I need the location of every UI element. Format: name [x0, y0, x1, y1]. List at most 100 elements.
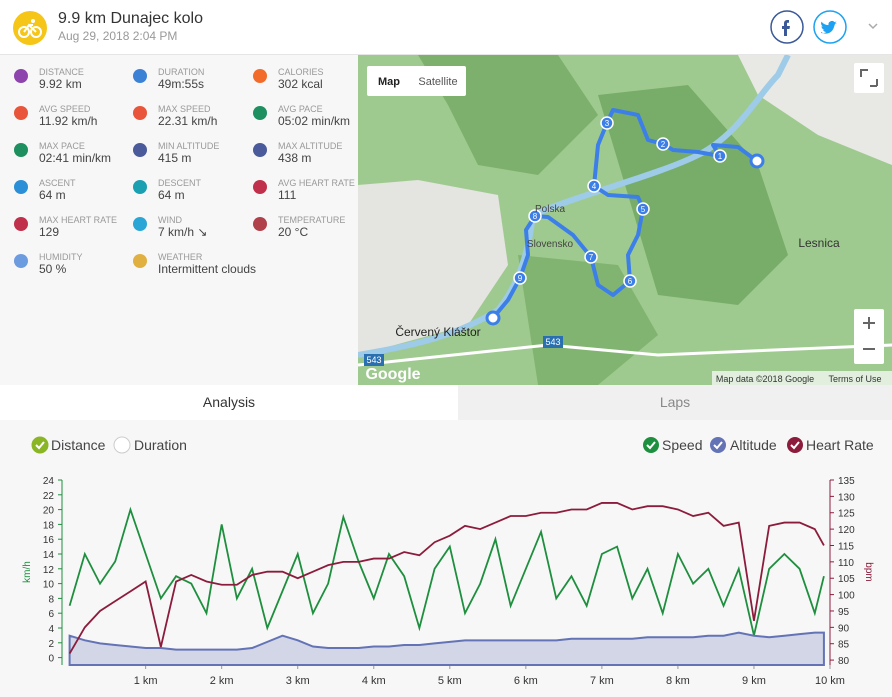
- map-label: Polska: [535, 204, 565, 215]
- stat-icon: [253, 217, 267, 231]
- satellite-button[interactable]: Satellite: [418, 76, 457, 88]
- y-tick-label: 18: [43, 520, 55, 531]
- stat-value: 22.31 km/h: [158, 114, 218, 128]
- map-label: Slovensko: [527, 239, 574, 250]
- check: [790, 441, 800, 450]
- stat-label: HUMIDITY: [39, 252, 83, 262]
- stat-value: 129: [39, 225, 60, 239]
- legend-marker[interactable]: [710, 437, 726, 453]
- check: [646, 441, 656, 450]
- route-marker: [513, 271, 527, 285]
- map-button[interactable]: Map: [378, 76, 400, 88]
- x-tick-label: 3 km: [286, 675, 310, 687]
- route-marker-label: 3: [605, 119, 610, 128]
- stat-label: MAX PACE: [39, 141, 85, 151]
- route-marker: [656, 137, 670, 151]
- stat-value: 415 m: [158, 151, 192, 165]
- check: [713, 441, 723, 450]
- map-label: Terms of Use: [828, 374, 881, 384]
- stat-icon: [14, 69, 28, 83]
- stat-label: WEATHER: [158, 252, 203, 262]
- tab[interactable]: [0, 385, 458, 420]
- stat-label: ASCENT: [39, 178, 76, 188]
- stat-label: DURATION: [158, 67, 205, 77]
- stat-icon: [253, 69, 267, 83]
- toggle[interactable]: [113, 436, 131, 454]
- legend-marker[interactable]: [787, 437, 803, 453]
- route-marker-label: 5: [641, 205, 646, 214]
- legend-label: Altitude: [730, 437, 777, 453]
- x-tick-label: 8 km: [666, 675, 690, 687]
- title: 9.9 km Dunajec kolo: [58, 10, 203, 27]
- stat-label: DESCENT: [158, 178, 202, 188]
- y2-tick-label: 110: [838, 558, 854, 569]
- stat-value: 302 kcal: [278, 77, 323, 91]
- stat-label: DISTANCE: [39, 67, 84, 77]
- y-tick-label: 10: [43, 580, 55, 591]
- stat-label: MAX HEART RATE: [39, 215, 118, 225]
- x-tick-label: 1 km: [134, 675, 158, 687]
- toggle-label: Duration: [134, 437, 187, 453]
- facebook-button[interactable]: [770, 10, 804, 44]
- tab[interactable]: [458, 385, 892, 420]
- stat-value: 7 km/h ↘: [158, 225, 208, 239]
- route-marker-label: 8: [533, 212, 538, 221]
- y-tick-label: 16: [43, 535, 55, 546]
- x-tick-label: 7 km: [590, 675, 614, 687]
- x-tick-label: 4 km: [362, 675, 386, 687]
- stat-icon: [14, 180, 28, 194]
- tab-label[interactable]: Laps: [659, 394, 691, 410]
- stat-value: 64 m: [158, 188, 185, 202]
- y2-tick-label: 130: [838, 492, 855, 503]
- y2-axis-label: bpm: [863, 562, 874, 581]
- map-label: Červený Kláštor: [395, 324, 480, 339]
- stat-value: 50 %: [39, 262, 67, 276]
- stat-icon: [253, 143, 267, 157]
- x-tick-label: 6 km: [514, 675, 538, 687]
- stat-value: 11.92 km/h: [39, 114, 98, 128]
- stat-icon: [133, 217, 147, 231]
- share: [770, 10, 878, 44]
- expand[interactable]: [868, 23, 878, 30]
- check: [35, 441, 45, 450]
- stat-value: Intermittent clouds: [158, 262, 257, 276]
- header: 9.9 km Dunajec kolo Aug 29, 2018 2:04 PM: [0, 0, 892, 55]
- map[interactable]: Map Satellite 1 2 3 4 5 6 7 8 9 Červený Kláštor Lesn…: [358, 55, 892, 385]
- y-tick-label: 4: [48, 624, 54, 635]
- road-shield: [364, 354, 384, 366]
- legend-marker[interactable]: [643, 437, 659, 453]
- y2-tick-label: 95: [838, 607, 850, 618]
- route-marker-label: 2: [661, 140, 666, 149]
- route-marker-label: 9: [518, 274, 523, 283]
- legend-label: Speed: [662, 437, 702, 453]
- y2-tick-label: 80: [838, 656, 850, 667]
- y-tick-label: 14: [43, 550, 55, 561]
- route-pin: [485, 310, 501, 326]
- stat-icon: [133, 180, 147, 194]
- map-label: 543: [366, 355, 381, 365]
- stat-icon: [133, 143, 147, 157]
- tab-label[interactable]: Analysis: [202, 394, 256, 410]
- stat-label: MAX SPEED: [158, 104, 211, 114]
- road-shield: [543, 336, 563, 348]
- x-tick-label: 5 km: [438, 675, 462, 687]
- y2-tick-label: 120: [838, 525, 855, 536]
- twitter-button[interactable]: [813, 10, 847, 44]
- stat-icon: [14, 106, 28, 120]
- route-pin: [749, 153, 765, 169]
- toggle[interactable]: [31, 436, 49, 454]
- stat-icon: [133, 106, 147, 120]
- stat-label: TEMPERATURE: [278, 215, 346, 225]
- date: Aug 29, 2018 2:04 PM: [58, 29, 178, 43]
- map-label: Lesnica: [798, 236, 840, 250]
- stat-label: CALORIES: [278, 67, 324, 77]
- y-axis-label: km/h: [22, 561, 33, 583]
- stat-label: AVG SPEED: [39, 104, 91, 114]
- map-label: Map data ©2018 Google: [716, 374, 814, 384]
- stat-value: 64 m: [39, 188, 66, 202]
- stat-icon: [14, 217, 28, 231]
- x-tick-label: 10 km: [815, 675, 845, 687]
- stat-value: 9.92 km: [39, 77, 82, 91]
- y2-tick-label: 105: [838, 574, 855, 585]
- line: [68, 502, 825, 654]
